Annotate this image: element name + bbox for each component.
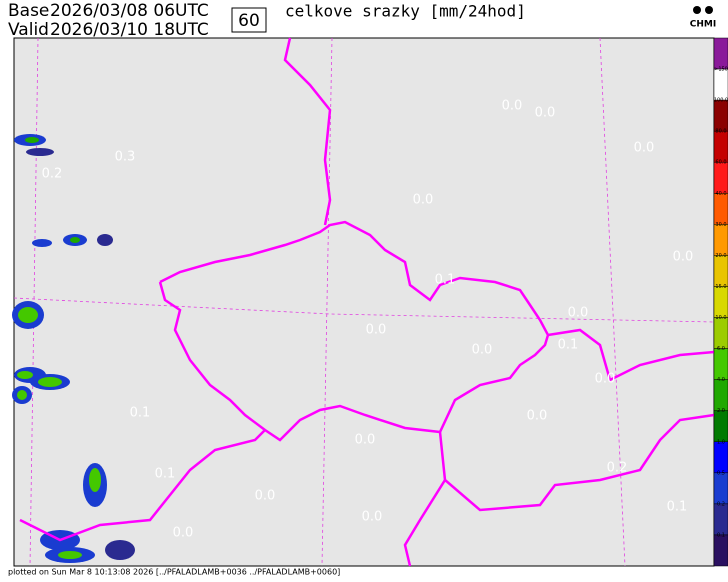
legend-swatch bbox=[713, 286, 728, 318]
legend-swatch bbox=[713, 130, 728, 163]
legend-label: 6.0 bbox=[717, 346, 725, 352]
legend-swatch bbox=[713, 534, 728, 567]
map-value: 0.0 bbox=[472, 343, 493, 358]
map-value: 0.1 bbox=[435, 273, 456, 288]
map-value: 0.0 bbox=[634, 141, 655, 156]
graticule bbox=[13, 37, 715, 567]
map-value: 0.0 bbox=[413, 193, 434, 208]
map-value: 0.0 bbox=[255, 489, 276, 504]
step-box bbox=[231, 7, 267, 33]
map-value: 0.0 bbox=[527, 409, 548, 424]
map-value: 0.0 bbox=[355, 433, 376, 448]
legend-swatch bbox=[713, 317, 728, 349]
valid-label: Valid bbox=[8, 20, 49, 40]
valid-time: 2026/03/10 18UTC bbox=[50, 20, 209, 40]
base-label: Base bbox=[8, 1, 49, 21]
borders bbox=[19, 37, 715, 567]
legend-label: 20.0 bbox=[715, 253, 726, 259]
legend-label: 30.0 bbox=[715, 222, 726, 228]
map-value: 0.1 bbox=[155, 467, 176, 482]
legend-label: 60.0 bbox=[715, 160, 726, 166]
map-value: 0.1 bbox=[130, 406, 151, 421]
map-value: 0.0 bbox=[173, 526, 194, 541]
legend-swatch bbox=[713, 37, 728, 70]
legend-label: 0.1 bbox=[717, 532, 725, 538]
map-value: 0.1 bbox=[558, 338, 579, 353]
map-value: 0.0 bbox=[362, 510, 383, 525]
legend-swatch bbox=[713, 193, 728, 225]
step: 60 bbox=[238, 11, 260, 31]
logo-dot bbox=[693, 6, 701, 14]
legend-swatch bbox=[713, 441, 728, 474]
legend-label: 10.0 bbox=[715, 315, 726, 321]
legend-swatch bbox=[713, 503, 728, 536]
map-value: 0.2 bbox=[42, 167, 63, 182]
map-value: 0.0 bbox=[595, 372, 616, 387]
legend-swatch bbox=[713, 379, 728, 411]
map-value: 0.3 bbox=[115, 150, 136, 165]
map-value: 0.0 bbox=[568, 306, 589, 321]
legend-swatch bbox=[713, 99, 728, 132]
legend-swatch bbox=[713, 410, 728, 443]
base-time: 2026/03/08 06UTC bbox=[50, 1, 209, 21]
legend-swatch bbox=[713, 472, 728, 505]
logo: CHMI bbox=[690, 20, 716, 30]
title: celkove srazky [mm/24hod] bbox=[285, 2, 526, 21]
map-value: 0.0 bbox=[535, 106, 556, 121]
footer: plotted on Sun Mar 8 10:13:08 2026 [../P… bbox=[8, 568, 340, 577]
map-value: 0.0 bbox=[502, 99, 523, 114]
legend-label: >150 bbox=[714, 67, 728, 73]
logo-dot bbox=[705, 6, 713, 14]
legend-label: 0.2 bbox=[717, 501, 725, 507]
legend-label: 80.0 bbox=[715, 129, 726, 135]
legend-label: 4.0 bbox=[717, 377, 725, 383]
legend-label: 100.0 bbox=[714, 98, 728, 104]
legend-label: 1.0 bbox=[717, 439, 725, 445]
precipitation bbox=[12, 134, 135, 563]
legend-swatch bbox=[713, 68, 728, 101]
legend-label: 15.0 bbox=[715, 284, 726, 290]
legend-swatch bbox=[713, 255, 728, 287]
legend-label: 0.5 bbox=[717, 470, 725, 476]
map-value: 0.0 bbox=[673, 250, 694, 265]
map-value: 0.0 bbox=[366, 323, 387, 338]
legend-label: 2.0 bbox=[717, 408, 725, 414]
legend-swatch bbox=[713, 224, 728, 256]
legend-swatch bbox=[713, 161, 728, 194]
legend-swatch bbox=[713, 348, 728, 380]
map-value: 0.1 bbox=[667, 500, 688, 515]
legend-label: 40.0 bbox=[715, 191, 726, 197]
map-value: 0.2 bbox=[607, 461, 628, 476]
map-area bbox=[13, 37, 715, 567]
